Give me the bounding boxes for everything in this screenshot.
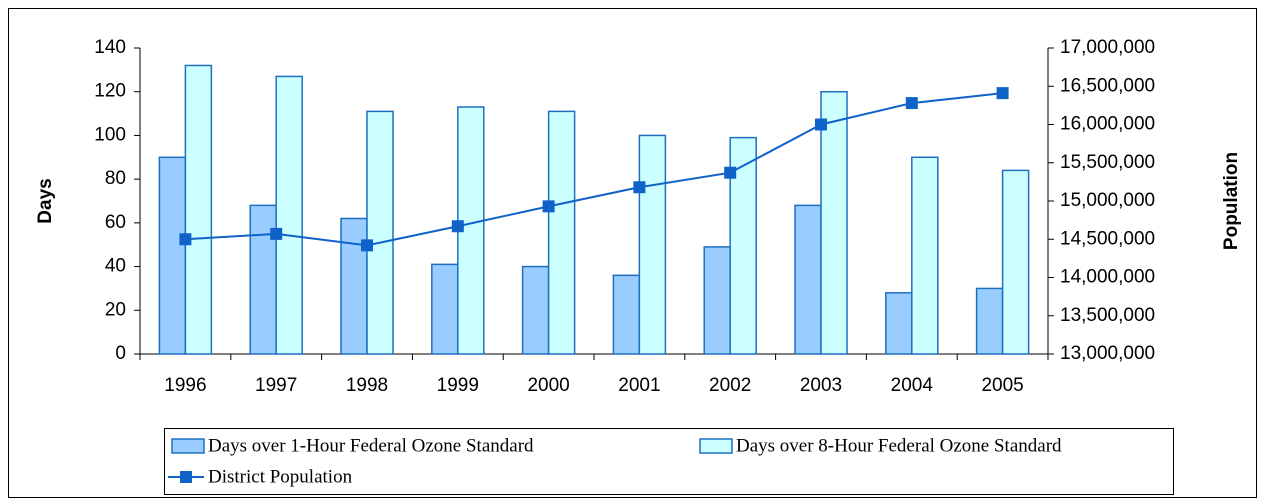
line <box>185 92 1003 247</box>
y2-tick-label: 15,500,000 <box>1060 152 1155 173</box>
y2-tick-label: 16,500,000 <box>1060 75 1155 96</box>
line-marker <box>815 118 827 131</box>
bar <box>1001 169 1030 355</box>
bar <box>729 136 757 355</box>
bar <box>612 274 641 355</box>
x-tick-label: 2004 <box>891 375 934 396</box>
line-marker <box>633 181 646 194</box>
y2-tick-label: 14,500,000 <box>1060 228 1155 249</box>
x-tick-label: 2002 <box>709 375 751 396</box>
x-tick-label: 2003 <box>800 375 842 396</box>
legend-swatch <box>171 438 205 454</box>
bar <box>340 217 368 355</box>
x-tick-label: 2005 <box>981 375 1023 396</box>
bar <box>547 110 576 355</box>
y2-tick-label: 13,000,000 <box>1060 343 1155 364</box>
y-axis-title: Days <box>35 178 56 223</box>
bar <box>794 204 822 355</box>
y-tick-label: 120 <box>94 81 126 102</box>
bar <box>975 287 1004 355</box>
y2-tick-label: 13,500,000 <box>1060 305 1155 326</box>
x-tick-label: 2001 <box>618 375 660 396</box>
line-marker <box>270 227 283 240</box>
x-tick-label: 1998 <box>346 375 388 396</box>
y-tick-label: 20 <box>105 299 126 320</box>
x-tick-label: 1996 <box>164 375 206 396</box>
bar <box>366 110 394 355</box>
y2-tick-label: 17,000,000 <box>1060 37 1155 58</box>
bar <box>911 156 939 355</box>
legend-label: Days over 1-Hour Federal Ozone Standard <box>208 435 534 456</box>
bar <box>431 263 459 355</box>
y-tick-label: 140 <box>94 37 126 58</box>
bar <box>275 75 303 355</box>
line-marker <box>361 239 373 252</box>
y-tick-label: 80 <box>105 168 126 189</box>
y2-tick-label: 15,000,000 <box>1060 190 1155 211</box>
x-tick-label: 1999 <box>437 375 479 396</box>
line-marker <box>724 166 737 179</box>
legend-label: District Population <box>208 466 353 487</box>
bar <box>820 90 848 355</box>
bar <box>638 134 667 355</box>
y2-tick-label: 16,000,000 <box>1060 114 1155 135</box>
bar <box>184 64 213 355</box>
y-tick-label: 40 <box>105 256 126 277</box>
line-marker <box>542 200 555 213</box>
line-marker <box>179 233 192 246</box>
bar <box>158 156 187 355</box>
x-tick-label: 1997 <box>255 375 297 396</box>
bar <box>521 265 550 355</box>
y-tick-label: 60 <box>105 212 126 233</box>
line-marker <box>996 87 1009 100</box>
y2-tick-label: 14,000,000 <box>1060 267 1155 288</box>
y-tick-label: 100 <box>94 124 126 145</box>
y2-axis-title: Population <box>1221 152 1242 250</box>
line-marker <box>905 97 918 110</box>
legend-swatch-marker <box>180 471 192 483</box>
bar <box>703 246 731 355</box>
line-marker <box>451 220 464 233</box>
legend-box <box>164 428 1174 495</box>
bar <box>885 292 913 355</box>
y-tick-label: 0 <box>115 343 126 364</box>
legend-label: Days over 8-Hour Federal Ozone Standard <box>736 435 1062 456</box>
legend-swatch <box>699 438 733 454</box>
bar <box>249 204 277 355</box>
x-tick-label: 2000 <box>527 375 569 396</box>
